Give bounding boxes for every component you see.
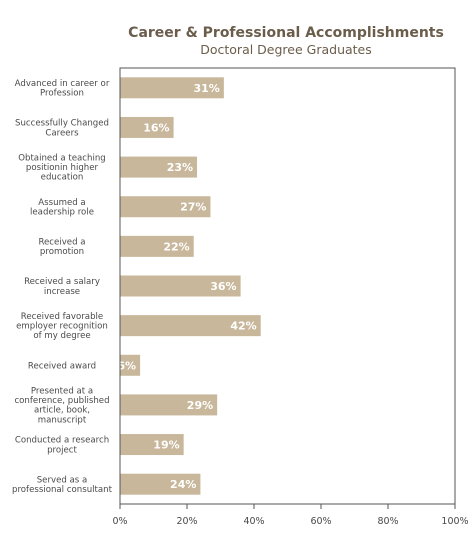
chart-title: Career & Professional Accomplishments xyxy=(128,25,444,41)
category-label-5-line-0: Received a salary xyxy=(24,277,100,287)
category-label-6-line-2: of my degree xyxy=(33,331,90,341)
category-label-2-line-1: positionin higher xyxy=(26,163,99,173)
bar-4 xyxy=(120,235,194,257)
x-tick-label-4: 80% xyxy=(377,516,398,527)
data-label-8: 29% xyxy=(187,399,213,412)
category-label-7-line-0: Received award xyxy=(28,361,96,371)
category-label-10-line-0: Served as a xyxy=(37,475,88,485)
category-label-3-line-1: leadership role xyxy=(30,208,94,218)
data-label-10: 24% xyxy=(170,478,196,491)
data-label-7: 6% xyxy=(117,359,136,372)
category-label-4-line-1: promotion xyxy=(40,247,84,257)
bar-1 xyxy=(120,116,174,138)
category-label-8-line-3: manuscript xyxy=(38,415,87,425)
category-label-8-line-1: conference, published xyxy=(14,396,109,406)
data-label-2: 23% xyxy=(167,161,193,174)
category-label-6-line-0: Received favorable xyxy=(21,312,103,322)
category-label-8-line-2: article, book, xyxy=(34,406,90,416)
category-label-6: Received favorable employer recognition of… xyxy=(16,312,108,341)
category-label-8: Presented at a conference, published artic… xyxy=(14,387,109,426)
category-label-7: Received award xyxy=(28,361,96,371)
bar-5 xyxy=(120,275,241,297)
data-label-6: 42% xyxy=(230,320,256,333)
bar-3 xyxy=(120,196,211,218)
category-label-2-line-0: Obtained a teaching xyxy=(18,153,106,163)
category-label-2-line-2: education xyxy=(41,173,84,183)
data-label-1: 16% xyxy=(143,121,169,134)
chart-subtitle: Doctoral Degree Graduates xyxy=(200,42,372,57)
bar-2 xyxy=(120,156,198,178)
bar-6 xyxy=(120,315,261,337)
x-tick-label-3: 60% xyxy=(310,516,331,527)
plot-area: 31% Advanced in career or Profession 16% Suc… xyxy=(12,67,469,527)
x-tick-label-1: 20% xyxy=(176,516,197,527)
data-label-0: 31% xyxy=(194,82,220,95)
category-label-4: Received a promotion xyxy=(38,238,85,258)
plot-frame xyxy=(119,67,456,505)
data-label-3: 27% xyxy=(180,201,206,214)
category-label-3-line-0: Assumed a xyxy=(38,198,85,208)
category-label-5: Received a salary increase xyxy=(24,277,100,297)
category-label-9-line-0: Conducted a research xyxy=(15,436,109,446)
data-label-5: 36% xyxy=(210,280,236,293)
category-label-4-line-0: Received a xyxy=(38,238,85,248)
category-label-6-line-1: employer recognition xyxy=(16,322,108,332)
bar-9 xyxy=(120,434,184,456)
x-tick-label-2: 40% xyxy=(243,516,264,527)
category-label-0-line-0: Advanced in career or xyxy=(15,79,110,89)
category-label-3: Assumed a leadership role xyxy=(30,198,94,218)
bar-7 xyxy=(120,354,141,376)
category-label-1-line-1: Careers xyxy=(45,128,79,138)
category-label-1-line-0: Successfully Changed xyxy=(15,119,109,129)
bar-8 xyxy=(120,394,218,416)
category-label-10-line-1: professional consultant xyxy=(12,485,113,495)
category-label-0-line-1: Profession xyxy=(40,89,84,99)
category-label-5-line-1: increase xyxy=(44,287,80,297)
category-label-8-line-0: Presented at a xyxy=(31,387,93,397)
category-label-9-line-1: project xyxy=(47,445,77,455)
category-label-9: Conducted a research project xyxy=(15,436,109,456)
category-label-0: Advanced in career or Profession xyxy=(15,79,110,99)
x-tick-label-0: 0% xyxy=(112,516,127,527)
bar-10 xyxy=(120,473,201,495)
data-label-9: 19% xyxy=(153,439,179,452)
bar-0 xyxy=(120,77,224,99)
data-label-4: 22% xyxy=(163,240,189,253)
category-label-2: Obtained a teaching positionin higher educ… xyxy=(18,153,106,182)
x-tick-label-5: 100% xyxy=(441,516,468,527)
category-label-10: Served as a professional consultant xyxy=(12,475,113,495)
category-label-1: Successfully Changed Careers xyxy=(15,119,109,139)
